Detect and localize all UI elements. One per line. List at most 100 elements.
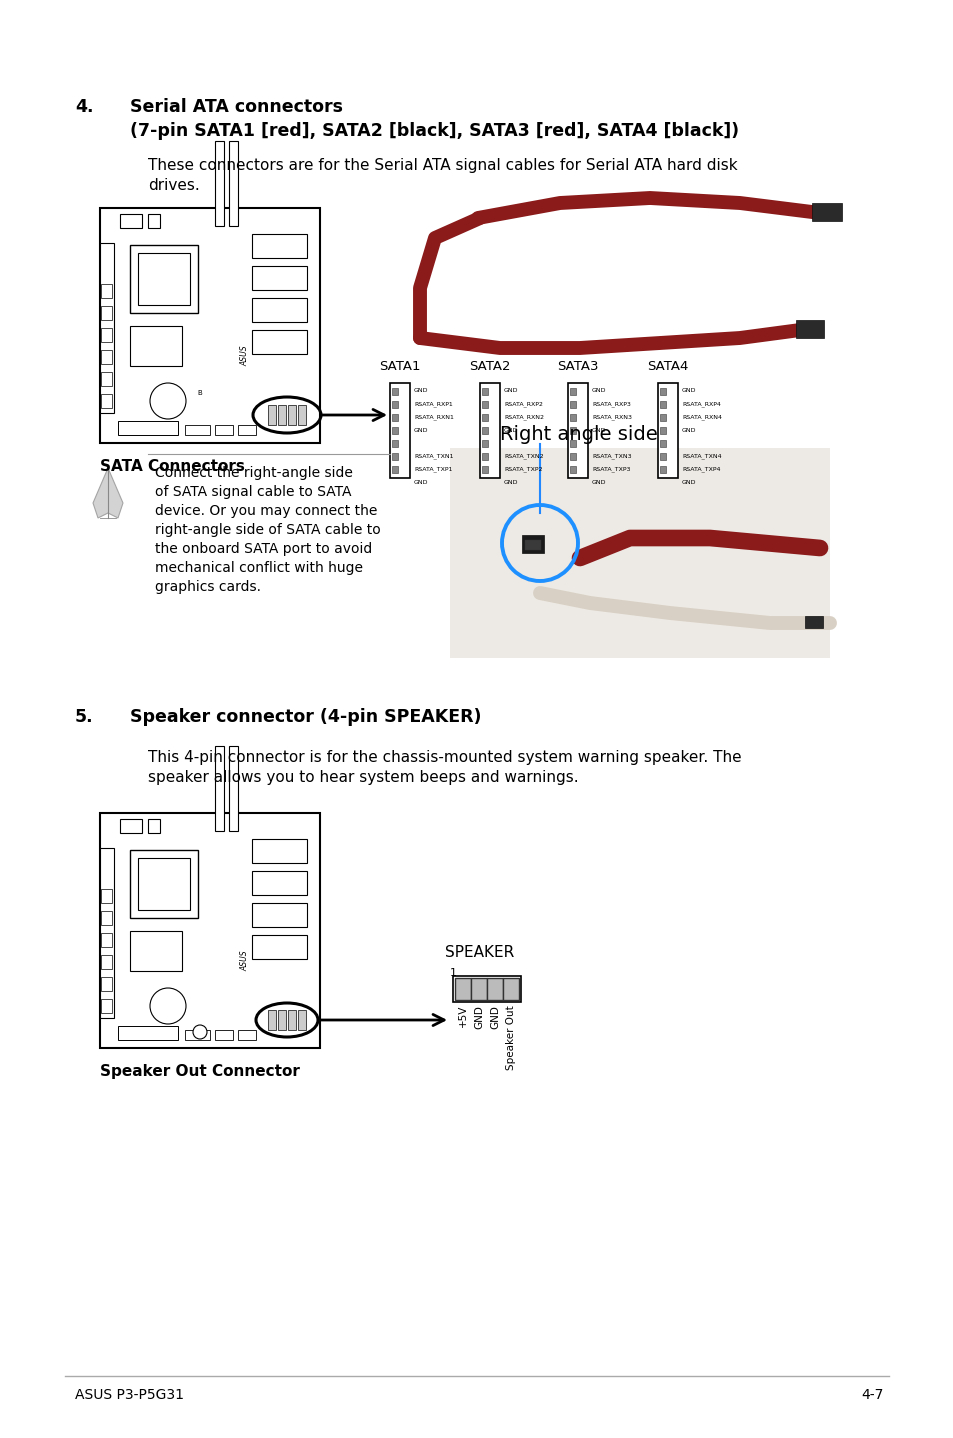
Bar bbox=[569, 401, 576, 408]
Circle shape bbox=[193, 1025, 207, 1040]
Bar bbox=[100, 243, 113, 413]
Bar bbox=[268, 1009, 275, 1030]
Text: (7-pin SATA1 [red], SATA2 [black], SATA3 [red], SATA4 [black]): (7-pin SATA1 [red], SATA2 [black], SATA3… bbox=[130, 122, 739, 139]
Bar bbox=[252, 234, 307, 257]
Text: GND: GND bbox=[592, 388, 606, 394]
Text: 4-7: 4-7 bbox=[861, 1388, 883, 1402]
Text: GND: GND bbox=[503, 427, 518, 433]
Text: ASUS P3-P5G31: ASUS P3-P5G31 bbox=[75, 1388, 184, 1402]
Bar bbox=[101, 933, 112, 948]
Bar bbox=[277, 1009, 286, 1030]
Bar bbox=[214, 1030, 233, 1040]
Bar bbox=[481, 401, 488, 408]
Text: SPEAKER: SPEAKER bbox=[445, 945, 514, 961]
Bar bbox=[288, 406, 295, 426]
Bar bbox=[120, 214, 142, 229]
Bar bbox=[100, 848, 113, 1018]
Text: GND: GND bbox=[592, 479, 606, 485]
Text: the onboard SATA port to avoid: the onboard SATA port to avoid bbox=[154, 542, 372, 557]
Bar bbox=[811, 203, 841, 221]
Bar bbox=[479, 383, 499, 477]
Bar bbox=[101, 349, 112, 364]
Text: SATA3: SATA3 bbox=[557, 360, 598, 372]
Text: Speaker connector (4-pin SPEAKER): Speaker connector (4-pin SPEAKER) bbox=[130, 707, 481, 726]
Text: GND: GND bbox=[503, 479, 518, 485]
Circle shape bbox=[150, 988, 186, 1024]
Bar bbox=[138, 858, 190, 910]
Text: Speaker Out: Speaker Out bbox=[505, 1005, 516, 1070]
Bar bbox=[450, 449, 829, 659]
Bar bbox=[569, 427, 576, 434]
Bar bbox=[567, 383, 587, 477]
Bar bbox=[185, 426, 210, 436]
Bar bbox=[101, 306, 112, 321]
Text: RSATA_RXP3: RSATA_RXP3 bbox=[592, 401, 630, 407]
Text: RSATA_RXP2: RSATA_RXP2 bbox=[503, 401, 542, 407]
Bar bbox=[252, 329, 307, 354]
Bar bbox=[101, 999, 112, 1012]
Bar bbox=[148, 820, 160, 833]
Bar bbox=[804, 615, 822, 628]
Text: 4.: 4. bbox=[75, 98, 93, 116]
Bar bbox=[288, 1009, 295, 1030]
Polygon shape bbox=[92, 467, 123, 518]
Bar bbox=[237, 426, 255, 436]
Bar bbox=[101, 912, 112, 925]
Bar bbox=[252, 935, 307, 959]
Text: SATA Connectors: SATA Connectors bbox=[100, 459, 245, 475]
Bar bbox=[214, 426, 233, 436]
Bar bbox=[486, 978, 502, 999]
Bar bbox=[118, 421, 178, 436]
Text: +5V: +5V bbox=[457, 1005, 468, 1027]
Bar bbox=[277, 406, 286, 426]
Text: GND: GND bbox=[592, 427, 606, 433]
Bar bbox=[795, 321, 823, 338]
Bar bbox=[252, 871, 307, 894]
Text: GND: GND bbox=[681, 479, 696, 485]
Text: RSATA_TXP4: RSATA_TXP4 bbox=[681, 466, 720, 472]
Bar bbox=[392, 401, 397, 408]
Text: 1: 1 bbox=[450, 968, 456, 978]
Text: drives.: drives. bbox=[148, 178, 199, 193]
Bar bbox=[101, 976, 112, 991]
Text: Speaker Out Connector: Speaker Out Connector bbox=[100, 1064, 299, 1078]
Text: GND: GND bbox=[681, 427, 696, 433]
Text: mechanical conflict with huge: mechanical conflict with huge bbox=[154, 561, 363, 575]
Bar bbox=[100, 812, 319, 1048]
Bar bbox=[185, 1030, 210, 1040]
Text: device. Or you may connect the: device. Or you may connect the bbox=[154, 503, 377, 518]
Bar bbox=[392, 453, 397, 460]
Bar bbox=[481, 440, 488, 447]
Text: RSATA_TXP1: RSATA_TXP1 bbox=[414, 466, 452, 472]
Bar bbox=[297, 1009, 306, 1030]
Text: GND: GND bbox=[681, 388, 696, 394]
Bar bbox=[392, 414, 397, 421]
Text: RSATA_RXN4: RSATA_RXN4 bbox=[681, 414, 721, 420]
Bar bbox=[100, 209, 319, 443]
Text: RSATA_RXN3: RSATA_RXN3 bbox=[592, 414, 631, 420]
Bar bbox=[101, 328, 112, 342]
Bar bbox=[392, 466, 397, 473]
Bar bbox=[455, 978, 471, 999]
Bar bbox=[481, 466, 488, 473]
Bar bbox=[659, 401, 665, 408]
Bar bbox=[659, 388, 665, 395]
Bar bbox=[252, 266, 307, 290]
Text: GND: GND bbox=[474, 1005, 483, 1028]
Bar bbox=[297, 406, 306, 426]
Text: of SATA signal cable to SATA: of SATA signal cable to SATA bbox=[154, 485, 351, 499]
Text: RSATA_TXP3: RSATA_TXP3 bbox=[592, 466, 630, 472]
Bar bbox=[392, 427, 397, 434]
Text: SATA1: SATA1 bbox=[379, 360, 420, 372]
Bar bbox=[569, 453, 576, 460]
Text: RSATA_RXP4: RSATA_RXP4 bbox=[681, 401, 720, 407]
Text: ASUS: ASUS bbox=[240, 951, 250, 971]
Bar bbox=[569, 466, 576, 473]
Bar bbox=[481, 388, 488, 395]
Bar bbox=[524, 541, 540, 549]
Text: GND: GND bbox=[503, 388, 518, 394]
Bar bbox=[130, 850, 198, 917]
Bar bbox=[521, 535, 543, 554]
Text: Right angle side: Right angle side bbox=[499, 426, 657, 444]
Bar bbox=[101, 394, 112, 408]
